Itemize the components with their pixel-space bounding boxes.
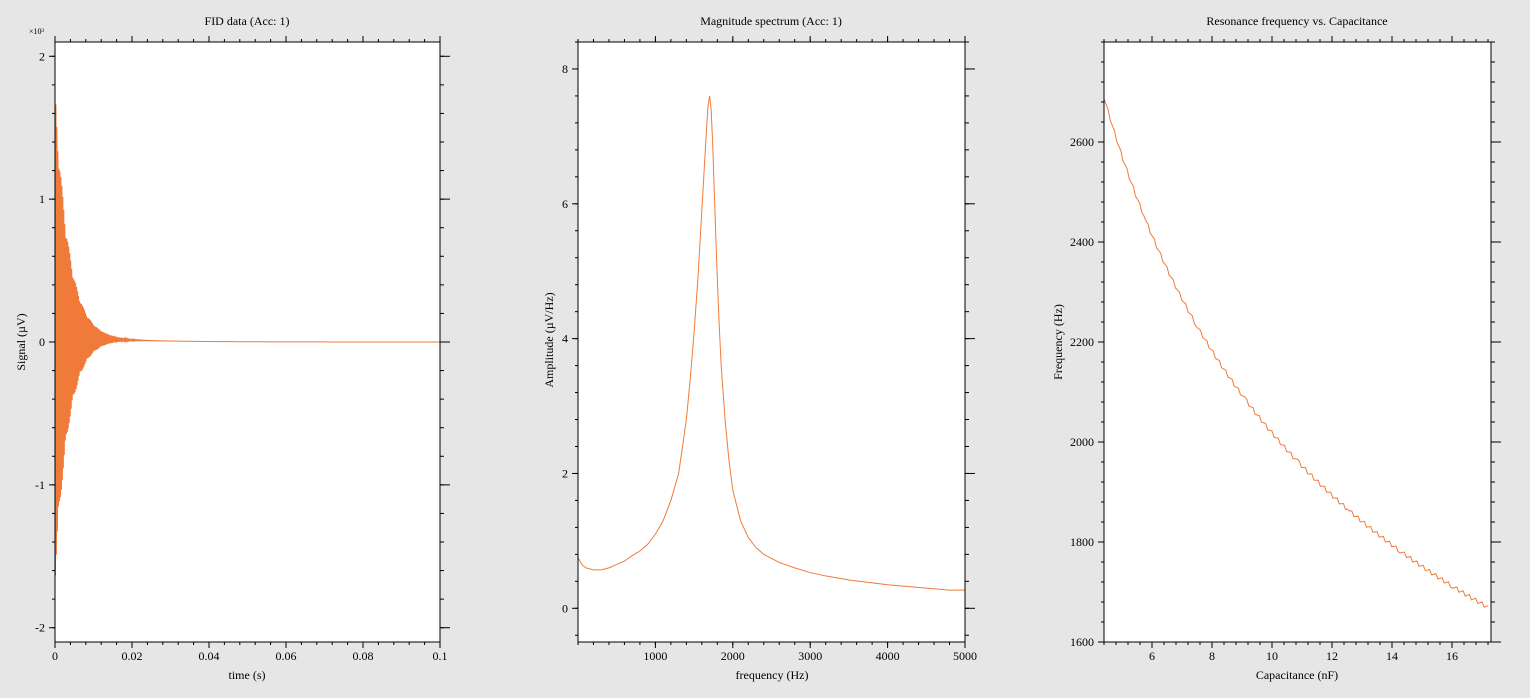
x-tick-label-fid: 0	[52, 649, 58, 663]
x-tick-label-fid: 0.06	[276, 649, 297, 663]
plot-area-resonance	[1104, 42, 1491, 642]
y-axis-label-resonance: Frequency (Hz)	[1051, 304, 1065, 380]
x-tick-label-spectrum: 4000	[876, 649, 900, 663]
y-tick-label-resonance: 1800	[1070, 535, 1094, 549]
x-axis-label-resonance: Capacitance (nF)	[1256, 668, 1338, 682]
series-line-fid	[54, 84, 440, 576]
x-tick-label-fid: 0.08	[353, 649, 374, 663]
y-tick-label-fid: 1	[39, 192, 45, 206]
plot-area-spectrum	[578, 42, 965, 642]
x-tick-label-resonance: 16	[1446, 649, 1458, 663]
y-tick-label-resonance: 1600	[1070, 635, 1094, 649]
x-tick-label-spectrum: 1000	[643, 649, 667, 663]
x-tick-label-spectrum: 3000	[798, 649, 822, 663]
plot-frame-fid	[54, 41, 441, 643]
y-tick-label-resonance: 2200	[1070, 335, 1094, 349]
y-tick-label-resonance: 2600	[1070, 135, 1094, 149]
panel-fid: FID data (Acc: 1) time (s) Signal (µV) ×…	[14, 14, 450, 682]
x-tick-label-resonance: 8	[1209, 649, 1215, 663]
y-tick-label-spectrum: 0	[562, 601, 568, 615]
x-axis-label-fid: time (s)	[229, 668, 266, 682]
y-tick-label-fid: -1	[35, 478, 45, 492]
y-tick-label-resonance: 2400	[1070, 235, 1094, 249]
y-tick-label-spectrum: 2	[562, 466, 568, 480]
y-tick-label-spectrum: 6	[562, 197, 568, 211]
y-tick-label-spectrum: 4	[562, 332, 568, 346]
y-tick-label-spectrum: 8	[562, 62, 568, 76]
plot-frame-resonance	[1103, 41, 1492, 643]
x-tick-label-resonance: 10	[1266, 649, 1278, 663]
y-tick-label-fid: 2	[39, 49, 45, 63]
panel-resonance: Resonance frequency vs. Capacitance Capa…	[1051, 14, 1501, 682]
axis-ticks-resonance: 6 8 10 12 14 16 1600 1800 2000 2200 2400 2600	[1070, 36, 1501, 663]
y-tick-label-resonance: 2000	[1070, 435, 1094, 449]
panel-spectrum: Magnitude spectrum (Acc: 1) frequency (H…	[542, 14, 977, 682]
x-tick-label-fid: 0.02	[122, 649, 143, 663]
chart-title-spectrum: Magnitude spectrum (Acc: 1)	[700, 14, 842, 28]
chart-title-resonance: Resonance frequency vs. Capacitance	[1206, 14, 1387, 28]
y-axis-label-fid: Signal (µV)	[14, 313, 28, 370]
plot-frame-spectrum	[577, 41, 966, 643]
x-tick-label-resonance: 6	[1149, 649, 1155, 663]
x-tick-label-spectrum: 2000	[721, 649, 745, 663]
y-tick-label-fid: -2	[35, 621, 45, 635]
y-exponent-label-fid: ×10³	[29, 27, 45, 36]
chart-title-fid: FID data (Acc: 1)	[205, 14, 290, 28]
axis-ticks-fid: 0 0.02 0.04 0.06 0.08 0.1 -2 -1 0 1 2	[35, 36, 450, 663]
x-tick-label-fid: 0.04	[199, 649, 220, 663]
x-axis-label-spectrum: frequency (Hz)	[736, 668, 809, 682]
x-tick-label-spectrum: 5000	[953, 649, 977, 663]
x-tick-label-resonance: 12	[1326, 649, 1338, 663]
series-line-resonance	[1103, 98, 1489, 608]
x-tick-label-fid: 0.1	[433, 649, 448, 663]
y-tick-label-fid: 0	[39, 335, 45, 349]
series-line-spectrum	[577, 95, 965, 591]
x-tick-label-resonance: 14	[1386, 649, 1398, 663]
y-axis-label-spectrum: Amplitude (µV/Hz)	[542, 292, 556, 387]
